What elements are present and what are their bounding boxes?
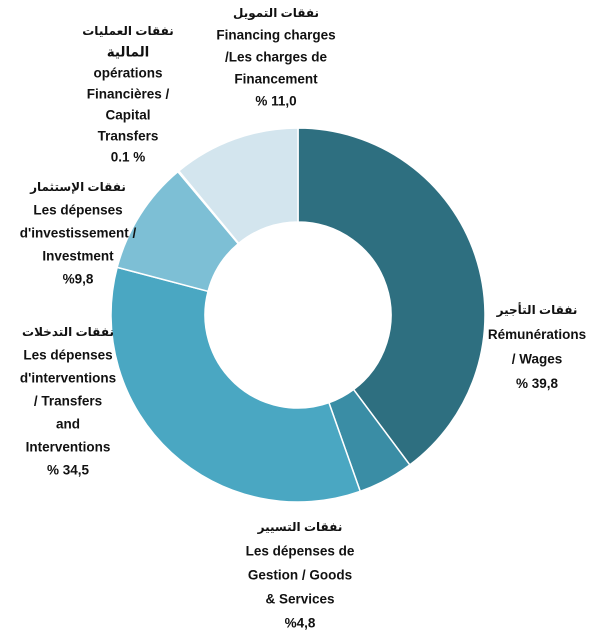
value-label: %4,8 xyxy=(285,616,316,631)
segment-label: Gestion / Goods xyxy=(248,568,352,583)
segment-label: Transfers xyxy=(98,129,159,144)
value-label: % 34,5 xyxy=(47,463,90,478)
segment-label: Les dépenses de xyxy=(246,544,355,559)
value-label: 0.1 % xyxy=(111,150,146,165)
segment-label: /Les charges de xyxy=(225,50,328,65)
segment-label: / Wages xyxy=(512,352,563,367)
donut-segment xyxy=(297,127,486,466)
segment-label: d'investissement / xyxy=(20,226,137,241)
segment-label: & Services xyxy=(265,592,334,607)
segment-label: نفقات الإستثمار xyxy=(29,180,126,194)
segment-label: Les dépenses xyxy=(23,348,112,363)
value-label: %9,8 xyxy=(63,272,94,287)
value-label: % 11,0 xyxy=(255,94,296,109)
segment-label: Capital xyxy=(105,108,150,123)
segment-label: Investment xyxy=(42,249,114,264)
segment-label: Interventions xyxy=(26,440,111,455)
segment-label: المالية xyxy=(107,45,150,60)
segment-label: Financement xyxy=(234,72,318,87)
segment-label: Financières / xyxy=(87,87,170,102)
segment-label: d'interventions xyxy=(20,371,116,386)
segment-label: نفقات التأجير xyxy=(496,302,578,317)
donut-segment xyxy=(110,266,362,503)
segment-label: نفقات التمويل xyxy=(233,6,319,21)
segment-label: نفقات العمليات xyxy=(82,24,173,38)
segment-label: / Transfers xyxy=(34,394,102,409)
segment-label: opérations xyxy=(93,66,162,81)
segment-label: نفقات التدخلات xyxy=(22,325,114,339)
donut-segment xyxy=(177,127,299,245)
segment-label: Les dépenses xyxy=(33,203,122,218)
segment-label: نفقات التسيير xyxy=(257,520,343,534)
segment-label: Rémunérations xyxy=(488,327,586,342)
value-label: % 39,8 xyxy=(516,376,559,391)
segment-label: Financing charges xyxy=(216,28,335,43)
segment-label: and xyxy=(56,417,80,432)
